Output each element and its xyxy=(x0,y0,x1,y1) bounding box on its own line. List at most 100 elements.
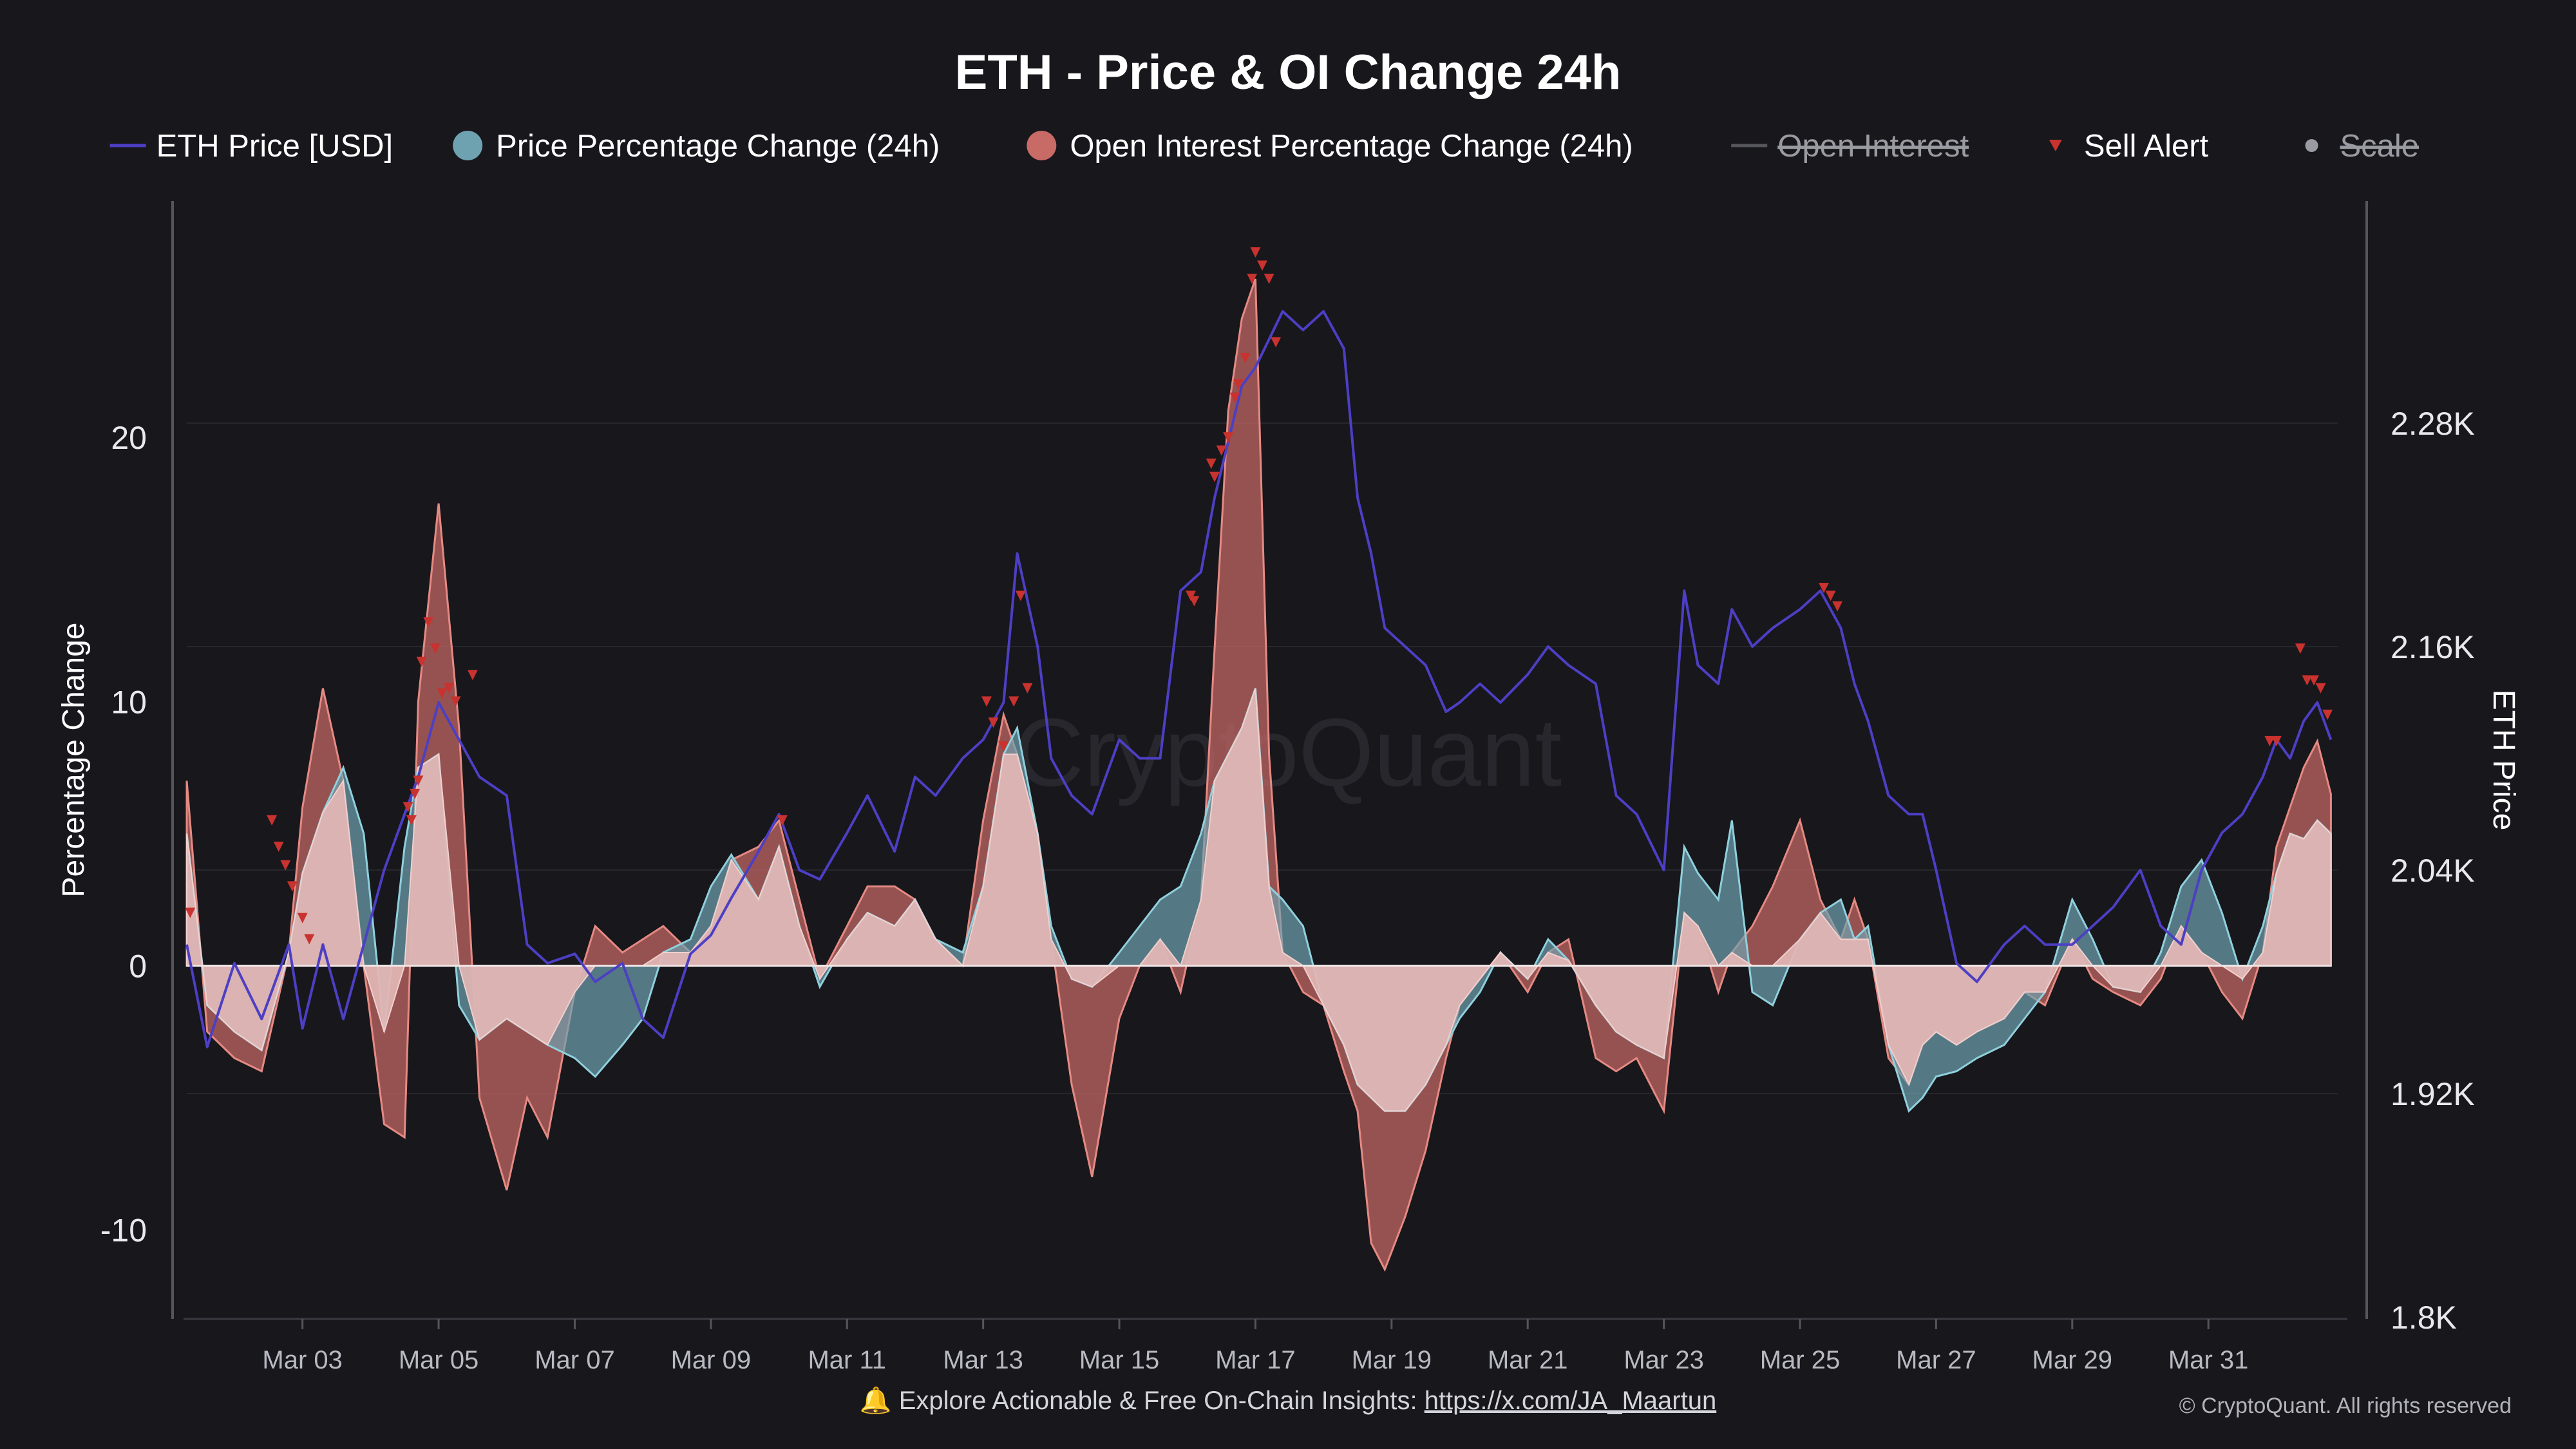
footer-link[interactable]: https://x.com/JA_Maartun xyxy=(1425,1387,1717,1415)
sell-alert-marker-6 xyxy=(304,934,315,945)
right-axis: 2.28K 2.16K 2.04K 1.92K 1.8K xyxy=(2365,201,2475,1336)
legend-label-scale: Scale xyxy=(2340,129,2420,164)
sell-alert-marker-17 xyxy=(467,670,478,681)
sell-alert-marker-31 xyxy=(1229,392,1240,403)
legend-item-pct_oi[interactable]: Open Interest Percentage Change (24h) xyxy=(1027,129,1633,164)
sell-alert-marker-2 xyxy=(273,841,284,852)
series-eth-price-line xyxy=(185,310,2333,1048)
left-tick-label-0: 20 xyxy=(111,420,147,456)
legend-label-pct_price: Price Percentage Change (24h) xyxy=(496,129,940,164)
sell-alert-marker-22 xyxy=(1009,696,1019,707)
footer-text: 🔔 Explore Actionable & Free On-Chain Ins… xyxy=(860,1387,1425,1415)
y-axis-right-label: ETH Price xyxy=(2486,690,2521,831)
sell-alert-marker-15 xyxy=(443,683,454,694)
right-tick-label-3: 1.92K xyxy=(2391,1076,2475,1112)
legend-item-price[interactable]: ETH Price [USD] xyxy=(109,129,393,164)
legend-swatch-sell xyxy=(2049,140,2062,151)
sell-alert-marker-44 xyxy=(2295,643,2306,654)
sell-alert-marker-48 xyxy=(2322,709,2333,720)
sell-alert-marker-7 xyxy=(402,802,413,813)
sell-alert-marker-25 xyxy=(1186,591,1197,601)
right-tick-label-4: 1.8K xyxy=(2391,1300,2457,1336)
sell-alert-marker-35 xyxy=(1250,247,1261,258)
chart-title: ETH - Price & OI Change 24h xyxy=(955,45,1622,100)
right-tick-label-2: 2.04K xyxy=(2391,853,2475,889)
sell-alert-marker-43 xyxy=(2271,735,2282,746)
legend-swatch-pct_oi xyxy=(1027,131,1057,160)
legend: ETH Price [USD] Price Percentage Change (… xyxy=(109,129,2420,164)
sell-alert-marker-42 xyxy=(2264,735,2275,746)
legend-label-pct_oi: Open Interest Percentage Change (24h) xyxy=(1070,129,1633,164)
legend-label-oi: Open Interest xyxy=(1777,129,1969,164)
x-tick-label-8: Mar 19 xyxy=(1352,1346,1432,1374)
sell-alert-marker-46 xyxy=(2309,675,2320,686)
sell-alert-marker-1 xyxy=(267,815,278,826)
sell-alert-marker-40 xyxy=(1825,591,1836,601)
sell-alert-marker-8 xyxy=(406,815,417,826)
legend-label-price: ETH Price [USD] xyxy=(156,129,393,164)
left-tick-label-1: 10 xyxy=(111,684,147,720)
sell-alert-marker-10 xyxy=(413,775,424,786)
right-tick-label-0: 2.28K xyxy=(2391,406,2475,442)
sell-alert-marker-36 xyxy=(1257,260,1267,271)
sell-alert-marker-27 xyxy=(1206,459,1217,469)
left-axis: 20 10 0 -10 xyxy=(100,201,174,1319)
right-tick-label-1: 2.16K xyxy=(2391,629,2475,665)
legend-label-sell: Sell Alert xyxy=(2084,129,2209,164)
sell-alert-marker-14 xyxy=(437,688,448,699)
sell-alert-marker-41 xyxy=(1832,601,1843,612)
sell-alert-marker-45 xyxy=(2302,675,2313,686)
sell-alert-marker-5 xyxy=(297,913,308,923)
x-axis: Mar 03 Mar 05 Mar 07 Mar 09 Mar 11 Mar 13 Mar … xyxy=(184,1318,2347,1374)
x-tick-label-0: Mar 03 xyxy=(262,1346,343,1374)
sell-alert-marker-19 xyxy=(981,696,992,707)
x-tick-label-7: Mar 17 xyxy=(1215,1346,1296,1374)
sell-alert-marker-3 xyxy=(280,860,291,871)
left-tick-label-3: -10 xyxy=(100,1213,147,1249)
sell-alert-marker-24 xyxy=(1022,683,1033,694)
sell-alert-marker-23 xyxy=(1015,591,1026,601)
sell-alert-marker-0 xyxy=(185,907,196,918)
x-tick-label-3: Mar 09 xyxy=(671,1346,752,1374)
x-tick-label-13: Mar 29 xyxy=(2032,1346,2113,1374)
legend-item-sell[interactable]: Sell Alert xyxy=(2049,129,2209,164)
legend-swatch-scale xyxy=(2305,139,2318,152)
x-tick-label-9: Mar 21 xyxy=(1488,1346,1568,1374)
sell-alert-marker-39 xyxy=(1818,582,1829,593)
y-axis-left-label: Percentage Change xyxy=(57,623,91,898)
sell-alert-marker-13 xyxy=(430,643,440,654)
legend-item-oi[interactable]: Open Interest xyxy=(1731,129,1969,164)
left-tick-label-2: 0 xyxy=(129,948,147,984)
sell-alert-marker-29 xyxy=(1216,445,1227,456)
sell-alert-marker-37 xyxy=(1264,274,1274,285)
sell-alert-marker-47 xyxy=(2315,683,2326,694)
sell-alert-marker-33 xyxy=(1240,353,1251,364)
sell-alert-marker-32 xyxy=(1233,379,1244,390)
watermark: CryptoQuant xyxy=(1014,698,1562,806)
x-tick-label-11: Mar 25 xyxy=(1760,1346,1841,1374)
x-tick-label-1: Mar 05 xyxy=(399,1346,479,1374)
sell-alert-marker-11 xyxy=(416,656,427,667)
x-tick-label-2: Mar 07 xyxy=(535,1346,615,1374)
x-tick-label-12: Mar 27 xyxy=(1896,1346,1976,1374)
plot-area xyxy=(185,247,2333,1272)
legend-item-pct_price[interactable]: Price Percentage Change (24h) xyxy=(453,129,940,164)
legend-item-scale[interactable]: Scale xyxy=(2305,129,2420,164)
sell-alert-marker-28 xyxy=(1209,471,1220,482)
x-tick-label-10: Mar 23 xyxy=(1624,1346,1704,1374)
footer: 🔔 Explore Actionable & Free On-Chain Ins… xyxy=(860,1387,1716,1415)
x-tick-label-5: Mar 13 xyxy=(943,1346,1023,1374)
sell-alert-marker-34 xyxy=(1247,274,1258,285)
sell-alert-marker-9 xyxy=(410,788,421,799)
sell-alert-marker-30 xyxy=(1223,432,1234,443)
sell-alert-marker-4 xyxy=(287,881,298,892)
sell-alert-marker-20 xyxy=(988,717,999,728)
sell-alert-marker-12 xyxy=(423,617,434,628)
copyright: © CryptoQuant. All rights reserved xyxy=(2179,1394,2512,1418)
sell-alert-marker-18 xyxy=(777,815,788,826)
x-tick-label-14: Mar 31 xyxy=(2168,1346,2249,1374)
x-tick-label-4: Mar 11 xyxy=(808,1346,886,1374)
x-tick-label-6: Mar 15 xyxy=(1079,1346,1160,1374)
sell-alert-marker-21 xyxy=(998,741,1009,752)
